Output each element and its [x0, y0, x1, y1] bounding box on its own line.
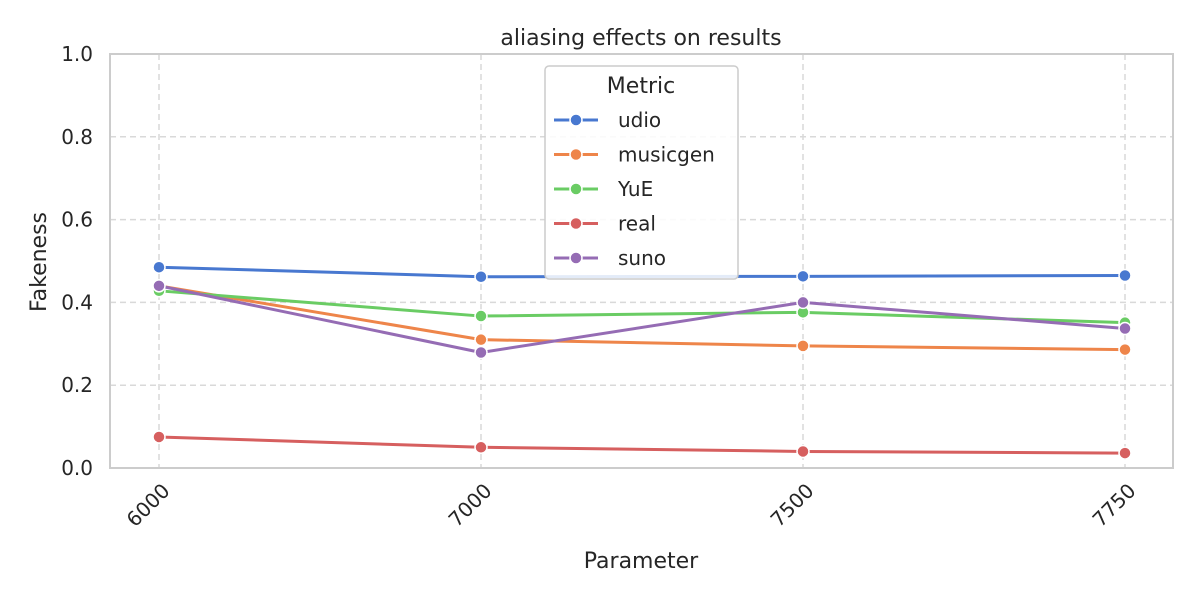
series-layer — [152, 260, 1132, 460]
data-point — [152, 430, 166, 444]
y-tick-label: 0.6 — [61, 208, 93, 232]
x-tick-label: 7750 — [1088, 479, 1141, 532]
data-point — [796, 269, 810, 284]
data-point — [152, 260, 166, 274]
legend-item: suno — [554, 246, 666, 270]
data-point — [1118, 321, 1132, 336]
series-line — [158, 289, 1126, 325]
legend-title: Metric — [607, 74, 675, 99]
series-yue — [152, 284, 1132, 330]
chart-title: aliasing effects on results — [500, 26, 781, 51]
y-axis-label: Fakeness — [27, 212, 52, 312]
legend-label: udio — [618, 108, 661, 132]
legend-item: udio — [554, 108, 661, 132]
legend-marker — [569, 147, 583, 162]
data-point — [1118, 268, 1132, 283]
y-tick-label: 0.0 — [61, 456, 93, 480]
legend-item: real — [554, 212, 656, 236]
data-point — [796, 444, 810, 459]
legend-label: YuE — [617, 177, 653, 201]
series-suno — [152, 279, 1132, 360]
y-ticks: 0.0 0.2 0.4 0.6 0.8 1.0 — [61, 42, 93, 480]
y-tick-label: 0.8 — [61, 125, 93, 149]
data-point — [796, 339, 810, 353]
legend-label: musicgen — [618, 143, 715, 167]
legend-item: musicgen — [554, 143, 715, 167]
data-point — [152, 279, 166, 293]
x-ticks: 6000 7000 7500 7750 — [122, 479, 1141, 532]
data-point — [474, 309, 488, 323]
legend: Metric udio musicgen YuE real suno — [544, 65, 739, 280]
data-point — [474, 345, 488, 360]
x-tick-label: 7000 — [444, 479, 497, 532]
plot-frame — [109, 53, 1174, 469]
x-axis-label: Parameter — [584, 549, 699, 574]
x-tick-label: 6000 — [122, 479, 175, 532]
y-tick-label: 1.0 — [61, 42, 93, 66]
y-tick-label: 0.4 — [61, 290, 93, 314]
series-line — [158, 284, 1126, 354]
data-point — [1118, 342, 1132, 357]
legend-marker — [569, 113, 583, 127]
legend-item: YuE — [554, 177, 653, 201]
data-point — [474, 440, 488, 455]
data-point — [474, 332, 488, 347]
series-real — [152, 430, 1132, 460]
data-point — [796, 295, 810, 310]
legend-marker — [569, 216, 583, 231]
legend-items: udio musicgen YuE real suno — [554, 108, 715, 270]
legend-marker — [569, 182, 583, 196]
data-point — [1118, 446, 1132, 460]
legend-label: suno — [618, 246, 666, 270]
series-line — [158, 435, 1126, 455]
series-line — [158, 284, 1126, 352]
x-tick-label: 7500 — [766, 479, 819, 532]
legend-label: real — [618, 212, 656, 236]
data-point — [474, 269, 488, 284]
y-tick-label: 0.2 — [61, 373, 93, 397]
legend-marker — [569, 251, 583, 265]
